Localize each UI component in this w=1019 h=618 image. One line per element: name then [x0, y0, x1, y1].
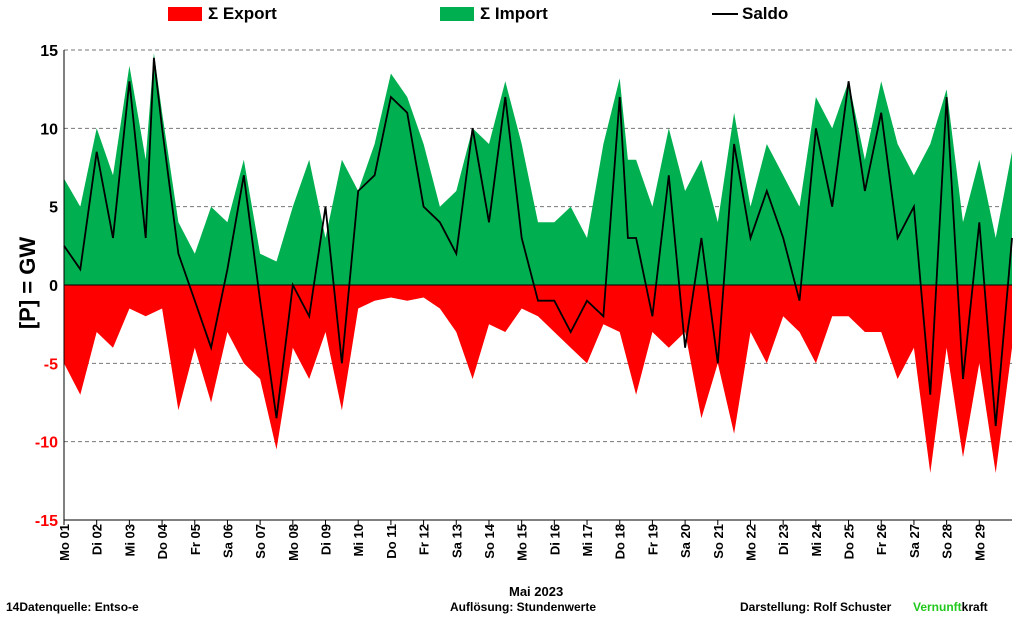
legend-export-label: Σ Export — [208, 4, 277, 23]
legend-export: Σ Export — [168, 4, 277, 24]
x-tick-label: Fr 12 — [417, 524, 432, 555]
y-tick-label: 5 — [49, 200, 58, 217]
x-tick-labels: Mo 01 Di 02 Mi 03 Do 04 Fr 05 Sa 06 So 07 Mo 08… — [57, 520, 987, 561]
x-tick-label: Mo 29 — [972, 524, 987, 561]
legend-saldo: Saldo — [712, 4, 788, 24]
x-axis-title: Mai 2023 — [509, 584, 564, 599]
area-series — [63, 53, 1013, 473]
y-tick-label: -15 — [35, 513, 58, 530]
x-tick-label: Fr 26 — [874, 524, 889, 555]
x-tick-label: Mo 22 — [743, 524, 758, 561]
y-tick-labels: 15 10 5 0 -5 -10 -15 — [35, 43, 58, 530]
legend-import: Σ Import — [440, 4, 548, 24]
saldo-swatch — [712, 13, 738, 15]
x-tick-label: Mo 01 — [57, 524, 72, 561]
saldo-line — [63, 57, 1013, 427]
x-tick-label: Mi 17 — [580, 524, 595, 557]
x-tick-label: So 14 — [482, 523, 497, 558]
x-tick-label: Sa 13 — [449, 524, 464, 558]
x-tick-label: Sa 27 — [907, 524, 922, 558]
x-tick-label: Do 04 — [155, 523, 170, 559]
x-tick-label: Di 02 — [90, 524, 105, 555]
x-tick-label: Do 18 — [613, 524, 628, 559]
x-tick-label: So 07 — [253, 524, 268, 559]
footer-brand: Vernunftkraft — [913, 600, 988, 614]
x-tick-label: Fr 19 — [645, 524, 660, 555]
import-swatch — [440, 7, 474, 21]
x-tick-label: Fr 05 — [188, 524, 203, 555]
brand-part2: kraft — [961, 600, 988, 614]
x-tick-label: Di 09 — [319, 524, 334, 555]
y-tick-label: 0 — [49, 278, 58, 295]
x-tick-label: Mo 15 — [515, 524, 530, 561]
y-axis-label: [P] = GW — [15, 236, 41, 330]
y-tick-label: 10 — [40, 121, 58, 138]
x-tick-label: Mi 24 — [809, 523, 824, 556]
x-tick-label: Mi 03 — [122, 524, 137, 557]
brand-part1: Vernunft — [913, 600, 962, 614]
x-tick-label: Do 25 — [842, 524, 857, 559]
export-area — [64, 285, 1012, 473]
axes — [63, 50, 1012, 521]
export-swatch — [168, 7, 202, 21]
y-tick-label: 15 — [40, 43, 58, 60]
x-tick-label: Sa 06 — [220, 524, 235, 558]
y-tick-label: -5 — [44, 356, 58, 373]
x-tick-label: Di 23 — [776, 524, 791, 555]
x-tick-label: Mi 10 — [351, 524, 366, 557]
footer-author: Darstellung: Rolf Schuster — [740, 600, 892, 614]
y-tick-label: -10 — [35, 435, 58, 452]
x-tick-label: Sa 20 — [678, 524, 693, 558]
x-tick-label: Di 16 — [547, 524, 562, 555]
legend-import-label: Σ Import — [480, 4, 548, 23]
legend-saldo-label: Saldo — [742, 4, 789, 23]
footer-source: 14Datenquelle: Entso-e — [6, 600, 139, 614]
x-tick-label: So 21 — [711, 524, 726, 559]
footer-resolution: Auflösung: Stundenwerte — [450, 600, 596, 614]
x-tick-label: Mo 08 — [286, 524, 301, 561]
import-area — [64, 53, 1012, 285]
x-tick-label: Do 11 — [384, 524, 399, 559]
x-tick-label: So 28 — [940, 524, 955, 559]
